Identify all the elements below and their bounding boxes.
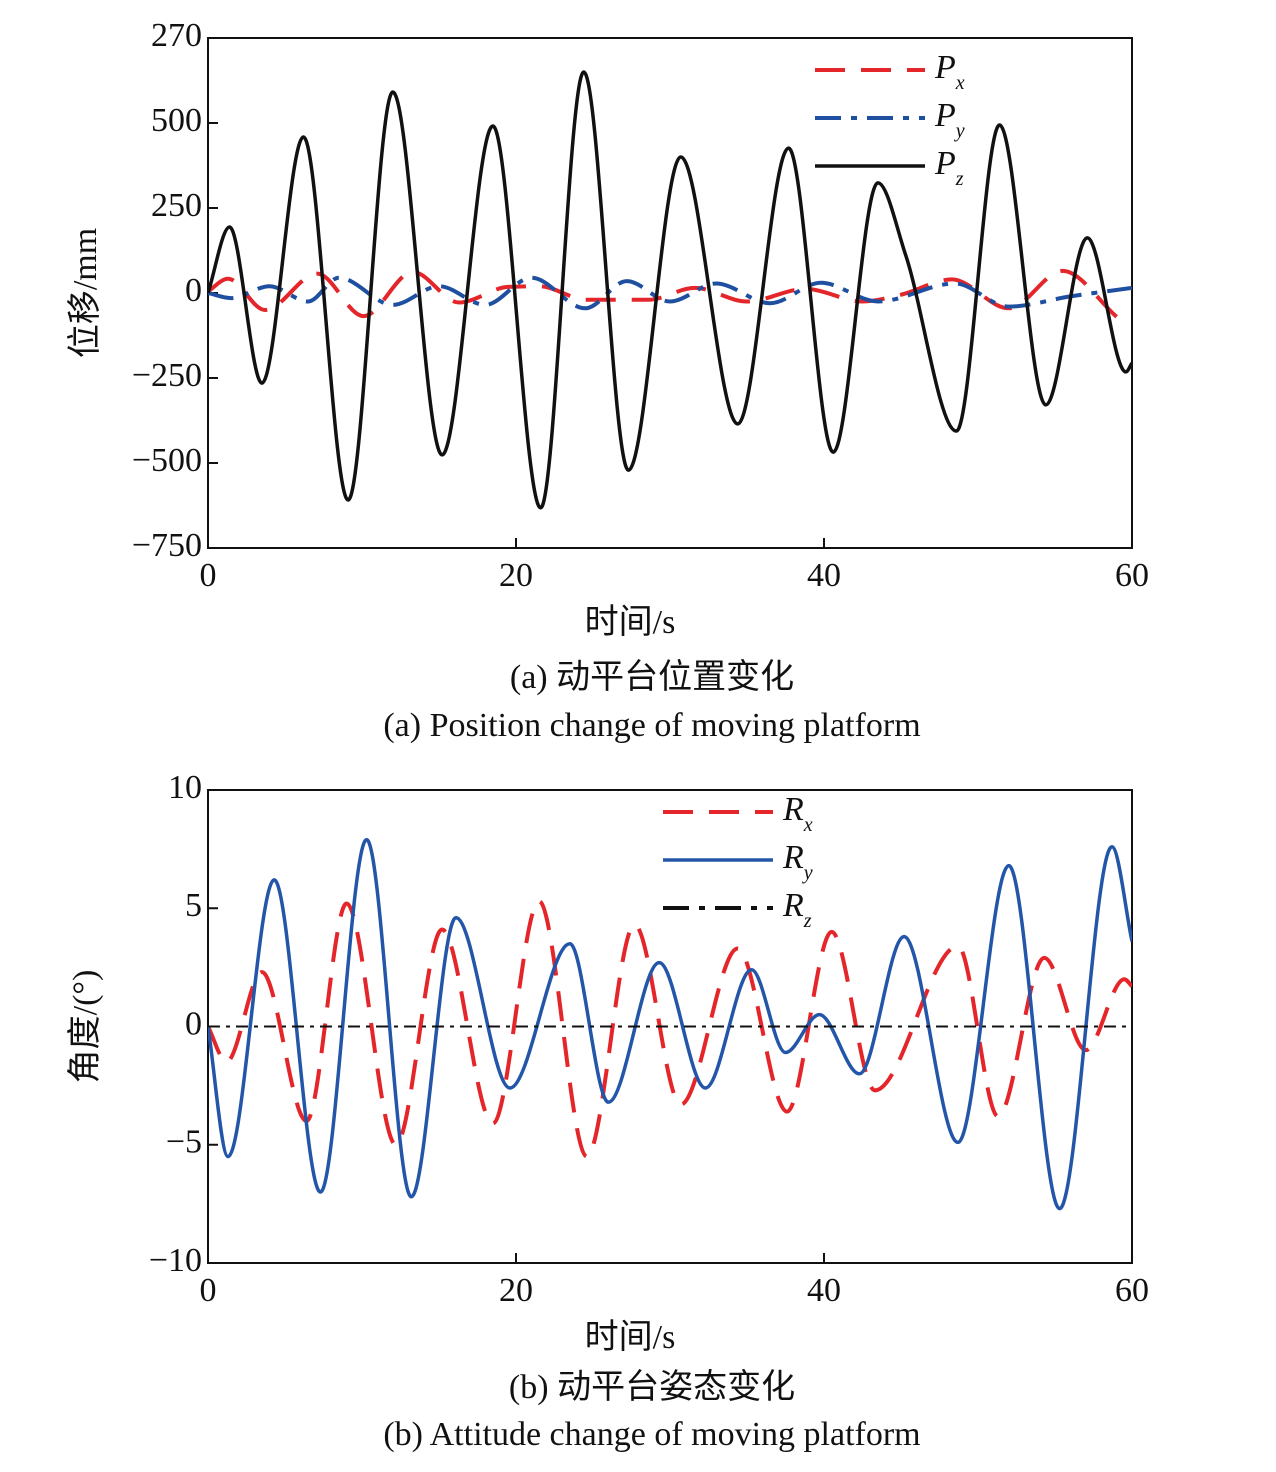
x-tick-label: 0 [200,1272,217,1309]
caption-en: (b) Attitude change of moving platform [383,1416,920,1453]
legend-label: Py [934,97,965,142]
plot-frame [207,37,1133,549]
series-line [208,70,1132,510]
y-tick-label: 5 [185,887,202,924]
y-axis-label: 位移/mm [66,228,104,358]
y-tick-label: −250 [132,357,202,394]
y-tick-label: 0 [185,272,202,309]
x-axis-label: 时间/s [585,604,676,641]
x-tick-label: 20 [499,1272,533,1309]
y-tick-label: −750 [132,527,202,564]
y-tick-label: 10 [168,769,202,806]
caption: (b) 动平台姿态变化 [509,1368,795,1406]
y-tick-label: 500 [151,102,202,139]
y-tick-label: −500 [132,442,202,479]
series-line [208,837,1132,1211]
x-tick-label: 40 [807,557,841,594]
y-tick-label: −10 [149,1242,202,1279]
x-tick-label: 20 [499,557,533,594]
y-tick-label: 270 [151,17,202,54]
legend-label: Pz [934,145,964,190]
series-line [208,899,1132,1159]
legend-label: Px [934,49,965,94]
legend-label: Rx [782,791,813,836]
y-tick-label: −5 [166,1124,202,1161]
legend-label: Ry [782,839,813,884]
series-line [208,275,1132,311]
caption: (a) 动平台位置变化 [510,658,794,696]
y-axis-label: 角度/(°) [66,970,104,1084]
y-tick-label: 250 [151,187,202,224]
x-tick-label: 40 [807,1272,841,1309]
x-axis-label: 时间/s [585,1319,676,1356]
x-tick-label: 0 [200,557,217,594]
x-tick-label: 60 [1115,557,1149,594]
x-tick-label: 60 [1115,1272,1149,1309]
caption-en: (a) Position change of moving platform [383,707,920,744]
legend-label: Rz [782,887,812,932]
y-tick-label: 0 [185,1005,202,1042]
